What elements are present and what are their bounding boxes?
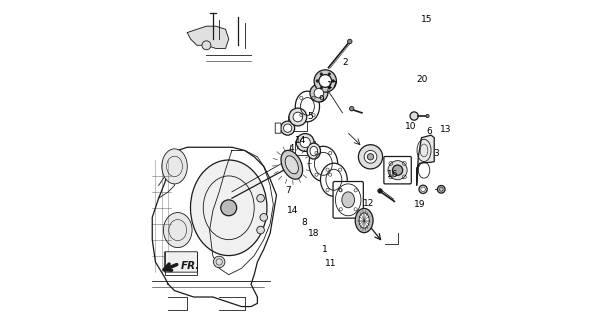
Text: FR.: FR.	[180, 261, 200, 271]
Ellipse shape	[260, 213, 268, 221]
Ellipse shape	[309, 146, 338, 181]
FancyBboxPatch shape	[288, 116, 307, 131]
Ellipse shape	[257, 195, 265, 202]
Ellipse shape	[316, 80, 318, 82]
Text: 20: 20	[417, 75, 428, 84]
Ellipse shape	[293, 112, 303, 122]
Text: 17: 17	[327, 81, 339, 90]
Polygon shape	[417, 135, 434, 186]
Ellipse shape	[285, 156, 298, 174]
Ellipse shape	[220, 200, 237, 216]
Text: 8: 8	[301, 218, 307, 227]
Text: 6: 6	[426, 127, 432, 136]
Text: 5: 5	[307, 113, 313, 122]
Text: 14: 14	[295, 136, 306, 145]
Ellipse shape	[164, 212, 192, 248]
Ellipse shape	[310, 146, 318, 156]
Ellipse shape	[213, 256, 225, 268]
Ellipse shape	[190, 160, 267, 256]
FancyBboxPatch shape	[275, 123, 281, 133]
FancyBboxPatch shape	[295, 140, 315, 155]
Text: 11: 11	[325, 259, 336, 268]
Text: 2: 2	[342, 58, 348, 67]
Text: 4: 4	[289, 144, 295, 153]
FancyBboxPatch shape	[333, 181, 364, 218]
Ellipse shape	[358, 145, 382, 169]
Ellipse shape	[281, 150, 303, 179]
Ellipse shape	[364, 150, 377, 163]
Ellipse shape	[355, 208, 373, 233]
Ellipse shape	[347, 39, 352, 44]
Ellipse shape	[410, 112, 419, 120]
Text: 16: 16	[387, 170, 399, 179]
Text: 13: 13	[440, 125, 451, 134]
Ellipse shape	[257, 226, 265, 234]
Text: 3: 3	[433, 149, 439, 158]
Text: 14: 14	[287, 206, 298, 215]
Ellipse shape	[202, 41, 211, 50]
Ellipse shape	[328, 73, 330, 76]
Ellipse shape	[393, 165, 403, 175]
Ellipse shape	[378, 189, 382, 193]
Ellipse shape	[342, 192, 355, 208]
Ellipse shape	[426, 115, 429, 118]
Text: 9: 9	[318, 95, 324, 104]
Ellipse shape	[321, 163, 347, 196]
Text: 7: 7	[285, 186, 291, 195]
Ellipse shape	[310, 84, 328, 102]
Ellipse shape	[320, 73, 323, 76]
Text: 19: 19	[414, 200, 426, 209]
Ellipse shape	[314, 70, 336, 92]
Ellipse shape	[295, 91, 320, 122]
Text: 12: 12	[363, 198, 374, 207]
Text: 18: 18	[307, 229, 320, 238]
Ellipse shape	[314, 88, 324, 98]
Ellipse shape	[421, 187, 425, 192]
Ellipse shape	[388, 161, 407, 180]
FancyBboxPatch shape	[164, 252, 198, 272]
Ellipse shape	[307, 143, 321, 159]
Ellipse shape	[300, 137, 310, 148]
Ellipse shape	[367, 154, 374, 160]
Text: 15: 15	[421, 15, 432, 24]
Ellipse shape	[289, 108, 307, 126]
Polygon shape	[152, 147, 277, 307]
Text: 1: 1	[322, 245, 328, 254]
Text: 10: 10	[405, 122, 416, 131]
Ellipse shape	[283, 124, 292, 132]
Ellipse shape	[350, 107, 354, 111]
Ellipse shape	[328, 87, 330, 89]
Ellipse shape	[297, 133, 314, 151]
Ellipse shape	[419, 185, 427, 194]
Ellipse shape	[281, 121, 295, 135]
FancyBboxPatch shape	[384, 156, 411, 184]
Ellipse shape	[320, 87, 323, 89]
Ellipse shape	[359, 213, 369, 228]
Polygon shape	[187, 26, 229, 49]
Ellipse shape	[319, 75, 332, 87]
Ellipse shape	[332, 80, 335, 82]
Ellipse shape	[162, 149, 187, 184]
Ellipse shape	[437, 186, 445, 193]
